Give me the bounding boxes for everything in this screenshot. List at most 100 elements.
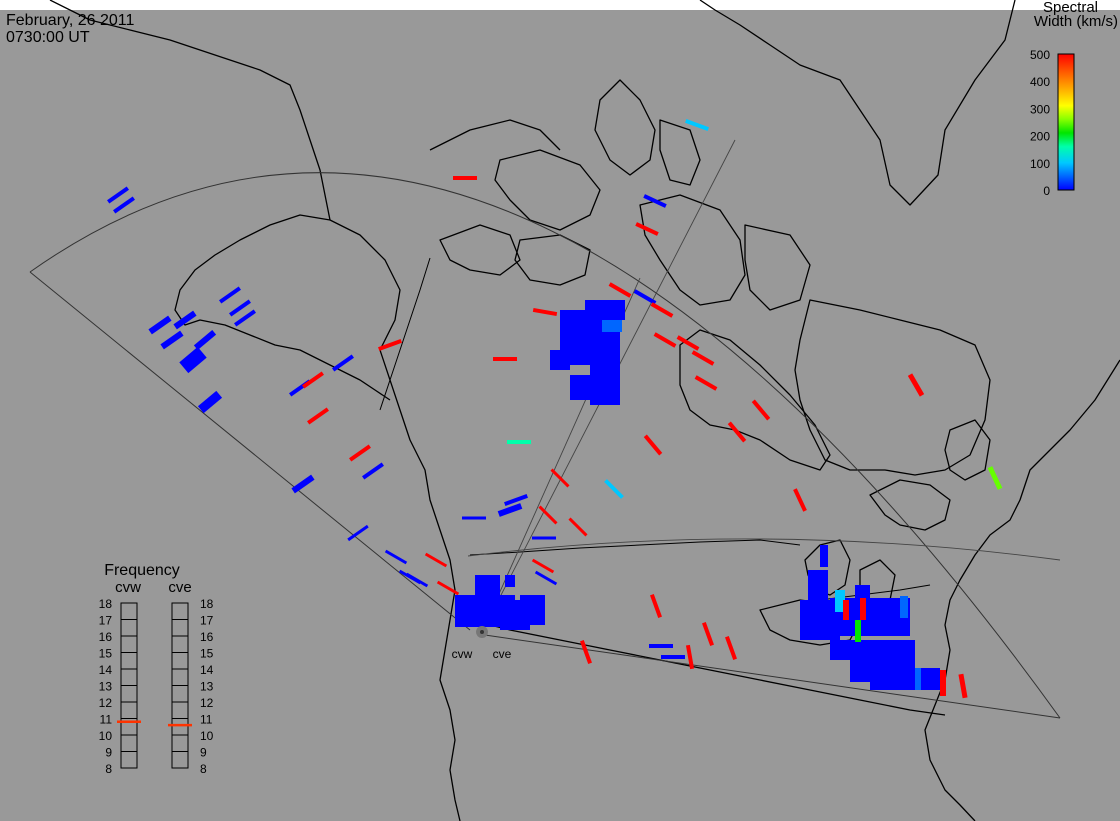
echo-patch [870, 668, 940, 690]
echo-patch [550, 350, 570, 370]
echo-patch [915, 668, 921, 690]
frequency-tick-label: 9 [105, 746, 112, 760]
date-label: February, 26 2011 [6, 12, 134, 29]
echo-cell [661, 655, 685, 659]
echo-cell [532, 307, 558, 317]
frequency-tick-label: 14 [99, 663, 113, 677]
echo-cell [197, 390, 223, 414]
echo-cell [347, 524, 369, 542]
echo-cell [424, 552, 448, 568]
radar-label-cvw: cvw [452, 647, 473, 661]
echo-patch [570, 375, 595, 400]
echo-cell [493, 357, 517, 361]
frequency-tick-label: 8 [200, 762, 207, 776]
echo-patch [808, 570, 828, 605]
echo-cell [531, 558, 555, 574]
echo-cell [148, 315, 172, 335]
echo-cell [694, 375, 718, 391]
frequency-tick-label: 18 [99, 597, 113, 611]
frequency-tick-label: 9 [200, 746, 207, 760]
frequency-tick-label: 18 [200, 597, 214, 611]
echo-cell [604, 479, 624, 499]
time-label: 0730:00 UT [6, 29, 90, 46]
echo-cell [550, 468, 570, 488]
echo-cell [608, 282, 632, 298]
echo-cell [234, 309, 256, 327]
echo-cell [650, 302, 674, 318]
echo-cell [362, 462, 384, 480]
echo-patch [475, 575, 500, 600]
frequency-column-cve: cve [168, 579, 191, 596]
colorbar-title-line1: Spectral [1043, 0, 1098, 16]
echo-cell [568, 517, 588, 537]
echo-cell [179, 346, 207, 374]
echo-patch [505, 575, 515, 587]
echo-cell [676, 335, 700, 351]
echo-cell [685, 644, 695, 670]
frequency-tick-label: 11 [100, 713, 113, 727]
frequency-tick-label: 14 [200, 663, 214, 677]
echo-cell [113, 196, 135, 214]
colorbar-title-line2: Width (km/s) [1034, 13, 1118, 30]
echo-cell [107, 186, 129, 204]
echo-cell [987, 466, 1003, 490]
frequency-scales: 18 17 16 15 14 13 12 11 10 9 8 18 17 16 15 14 13 12 11 10 9 8 [99, 597, 214, 776]
echo-patch [860, 598, 866, 620]
colorbar-ticks: 500 400 300 200 100 0 [1030, 48, 1050, 198]
echo-cell [649, 644, 673, 648]
echo-cell [193, 329, 217, 351]
frequency-tick-label: 17 [200, 614, 214, 628]
echo-cell [507, 440, 531, 444]
radar-label-cve: cve [493, 647, 512, 661]
echo-cell [229, 299, 251, 317]
echo-cell [453, 176, 477, 180]
echo-cell [497, 503, 523, 517]
echo-cell [702, 622, 714, 646]
echo-cell [384, 549, 408, 565]
echo-cell [160, 330, 184, 350]
echo-cell [534, 570, 558, 586]
colorbar-tick-label: 400 [1030, 75, 1050, 89]
frequency-tick-label: 8 [105, 762, 112, 776]
echo-cell [685, 119, 709, 131]
echo-patch [855, 585, 870, 605]
echo-cell [504, 494, 528, 506]
echo-patch [602, 320, 622, 332]
echo-cell [958, 673, 968, 699]
echo-cell [653, 332, 677, 348]
echo-cell [643, 434, 663, 456]
echo-patch [940, 670, 946, 696]
echo-cell [751, 399, 771, 421]
frequency-panel: Frequency cvw cve 1817161514131211109818… [99, 562, 214, 776]
echo-patch [850, 660, 870, 682]
echo-cell [727, 421, 747, 443]
echo-cell [793, 488, 807, 512]
colorbar-tick-label: 500 [1030, 48, 1050, 62]
colorbar-tick-label: 200 [1030, 130, 1050, 144]
echo-cell [302, 371, 324, 389]
echo-cell [378, 339, 402, 351]
echo-cell [462, 516, 486, 520]
echo-cell [633, 289, 657, 305]
echo-cell [307, 407, 329, 425]
echo-patch [820, 545, 828, 567]
echo-patch [900, 596, 908, 618]
echo-cell [291, 474, 315, 494]
colorbar-tick-label: 300 [1030, 102, 1050, 116]
echo-cell [349, 444, 371, 462]
radar-site-dot [480, 630, 484, 634]
colorbar-tick-label: 0 [1043, 184, 1050, 198]
frequency-tick-label: 16 [200, 630, 214, 644]
frequency-title: Frequency [104, 562, 180, 579]
colorbar-tick-label: 100 [1030, 157, 1050, 171]
frequency-tick-label: 10 [99, 729, 113, 743]
echo-patch [843, 600, 849, 620]
echo-patch [520, 595, 545, 625]
echo-cell [538, 505, 558, 525]
frequency-column-cvw: cvw [115, 579, 141, 596]
frequency-tick-label: 13 [200, 680, 214, 694]
frequency-tick-label: 10 [200, 729, 214, 743]
echo-cell [219, 286, 241, 304]
colorbar-gradient [1057, 53, 1075, 191]
